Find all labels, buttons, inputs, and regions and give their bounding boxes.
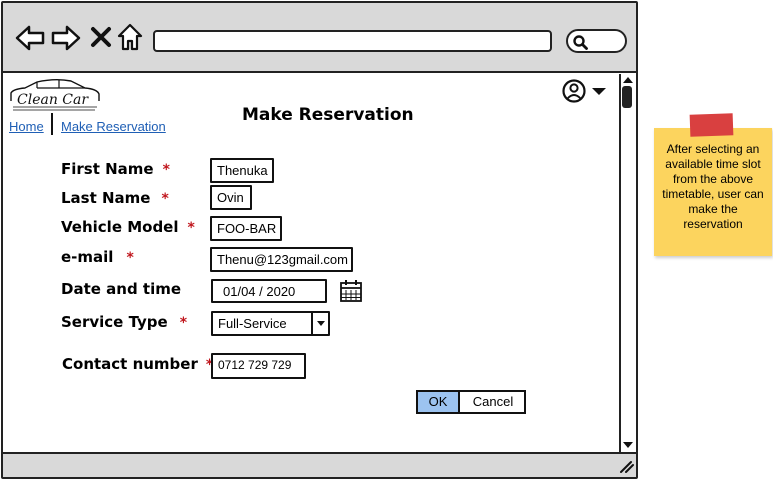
search-icon	[573, 35, 588, 50]
sticky-note-tape	[689, 113, 734, 137]
vertical-scrollbar[interactable]	[619, 74, 636, 452]
breadcrumb-divider	[51, 113, 53, 135]
scroll-down-icon[interactable]	[622, 441, 634, 449]
page-title: Make Reservation	[242, 105, 414, 125]
logo-car-icon	[10, 79, 100, 111]
sticky-note	[654, 128, 772, 256]
last-name-label: Last Name *	[61, 189, 169, 207]
user-menu[interactable]	[562, 79, 610, 105]
chevron-down-icon	[592, 88, 606, 95]
date-time-field[interactable]: 01/04 / 2020	[211, 279, 327, 303]
first-name-label: First Name *	[61, 160, 170, 178]
breadcrumb: Home	[9, 116, 44, 135]
service-type-value: Full-Service	[218, 316, 287, 331]
date-time-label: Date and time	[61, 280, 182, 298]
service-type-label: Service Type *	[61, 313, 188, 331]
back-arrow-icon[interactable]	[15, 25, 45, 51]
home-icon[interactable]	[117, 23, 143, 51]
scroll-thumb[interactable]	[622, 86, 632, 108]
contact-number-label: Contact number *	[62, 355, 214, 373]
browser-search-box[interactable]	[566, 29, 627, 53]
browser-status-bar	[3, 452, 636, 477]
calendar-icon[interactable]	[339, 279, 363, 303]
chevron-down-icon	[317, 321, 325, 326]
browser-window	[1, 1, 638, 479]
service-type-dropdown-button[interactable]	[311, 313, 328, 334]
last-name-field[interactable]: Ovin	[210, 185, 252, 210]
contact-number-field[interactable]: 0712 729 729	[211, 353, 306, 379]
ok-button[interactable]: OK	[418, 392, 460, 412]
address-bar[interactable]	[153, 30, 552, 52]
cancel-button[interactable]: Cancel	[472, 394, 514, 409]
breadcrumb-home-link[interactable]: Home	[9, 119, 44, 134]
scroll-up-icon[interactable]	[622, 76, 634, 84]
email-field[interactable]: Thenu@123gmail.com	[210, 247, 353, 272]
email-label: e-mail *	[61, 248, 134, 266]
forward-arrow-icon[interactable]	[51, 25, 81, 51]
logo-text: Clean Car	[17, 92, 89, 108]
first-name-field[interactable]: Thenuka	[210, 158, 274, 183]
breadcrumb-current-link[interactable]: Make Reservation	[61, 119, 166, 134]
button-group: OK Cancel	[416, 390, 526, 414]
vehicle-model-field[interactable]: FOO-BAR	[210, 216, 282, 241]
user-icon	[562, 79, 586, 103]
vehicle-model-label: Vehicle Model *	[61, 218, 195, 236]
sticky-note-text: After selecting an available time slot f…	[662, 142, 764, 231]
service-type-select[interactable]: Full-Service	[211, 311, 330, 336]
resize-grip-icon[interactable]	[618, 459, 634, 473]
close-icon[interactable]	[90, 26, 112, 48]
